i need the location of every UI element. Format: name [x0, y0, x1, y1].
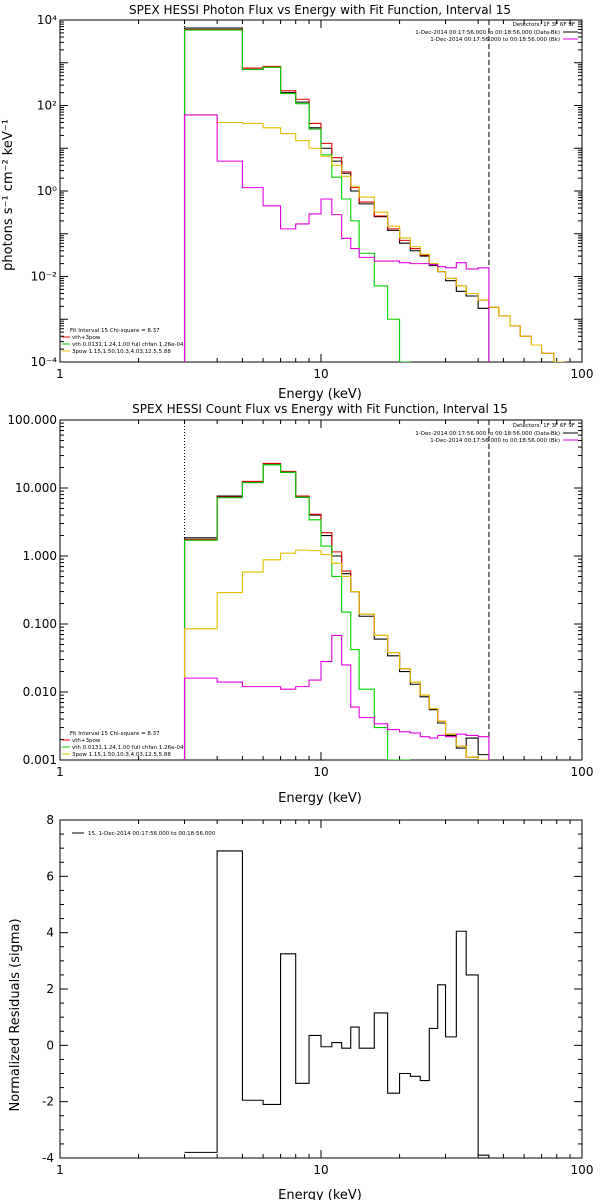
photon-flux-series-2-vth [183, 29, 411, 362]
residuals-legend: 15. 1-Dec-2014 00:17:56.000 to 00:18:56.… [72, 831, 216, 837]
photon-flux-panel: SPEX HESSI Photon Flux vs Energy with Fi… [1, 3, 593, 402]
count-flux-xlabel: Energy (keV) [278, 791, 362, 806]
residuals-ytick-label: -4 [42, 1151, 54, 1165]
residuals-ylabel: Normalized Residuals (sigma) [8, 918, 23, 1111]
count-flux-ytick-label: 1.000 [23, 549, 57, 563]
photon-flux-xtick-label: 1 [56, 367, 64, 381]
residuals-ytick-label: -2 [42, 1095, 54, 1109]
photon-flux-fit-header: Fit Interval 15 Chi-square = 8.37 [70, 328, 160, 334]
count-flux-ytick-label: 10.000 [15, 481, 57, 495]
count-flux-legend-data-label: 1-Dec-2014 00:17:56.000 to 00:18:56.000 … [415, 431, 560, 437]
residuals-xtick-label: 100 [571, 1163, 594, 1177]
count-flux-xtick-label: 1 [56, 765, 64, 779]
photon-flux-xtick-label: 100 [571, 367, 594, 381]
count-flux-ytick-label: 0.010 [23, 685, 57, 699]
count-flux-ytick-label: 100.000 [7, 413, 57, 427]
residuals-xtick-label: 1 [56, 1163, 64, 1177]
count-flux-xtick-label: 100 [571, 765, 594, 779]
photon-flux-legend-bk-label: 1-Dec-2014 00:17:56.000 to 00:18:56.000 … [430, 37, 560, 43]
residuals-ytick-label: 8 [46, 813, 54, 827]
count-flux-ytick-label: 0.001 [23, 753, 57, 767]
residuals-xtick-label: 10 [313, 1163, 328, 1177]
photon-flux-series-3-3pow [183, 114, 565, 362]
photon-flux-xlabel: Energy (keV) [278, 387, 362, 402]
residuals-legend-label: 15. 1-Dec-2014 00:17:56.000 to 00:18:56.… [88, 831, 216, 837]
residuals-xlabel: Energy (keV) [278, 1188, 362, 1200]
count-flux-series-4-1-dec-2014-00-17-56-000- [183, 634, 490, 760]
photon-flux-ytick-label: 10⁻² [31, 270, 58, 284]
count-flux-fit-header: Fit Interval 15 Chi-square = 8.37 [70, 731, 160, 737]
count-flux-legend-upper: Detectors: 1F 3F 6F 9F 1-Dec-2014 00:17:… [415, 423, 578, 444]
residuals-ytick-label: 4 [46, 926, 54, 940]
count-flux-series-3-3pow [183, 549, 489, 760]
photon-flux-legend-upper: Detectors: 1F 3F 6F 9F 1-Dec-2014 00:17:… [415, 22, 578, 43]
residuals-ytick-label: 6 [46, 869, 54, 883]
photon-flux-series-4-1-dec-2014-00-17-56-000- [183, 114, 490, 362]
count-flux-fit-total-label: vth+3pow [72, 738, 101, 744]
count-flux-ytick-label: 0.100 [23, 617, 57, 631]
residuals-ytick-label: 2 [46, 982, 54, 996]
photon-flux-ytick-label: 10² [37, 99, 57, 113]
residuals-plot-area: 1 10 100 -4 -2 0 2 4 6 8 [42, 813, 593, 1177]
count-flux-legend-header: Detectors: 1F 3F 6F 9F [513, 423, 575, 429]
count-flux-fit-vth-label: vth 0.0131,1.24,1.00 full chfan 1.26e-04 [72, 745, 184, 751]
count-flux-fit-3pow-label: 3pow 1.15,1.50,10.3,4.03,12.5,5.88 [72, 752, 171, 758]
photon-flux-ytick-label: 10⁻⁴ [31, 355, 58, 369]
photon-flux-title: SPEX HESSI Photon Flux vs Energy with Fi… [129, 3, 511, 17]
count-flux-panel: SPEX HESSI Count Flux vs Energy with Fit… [7, 402, 593, 806]
photon-flux-fit-total-label: vth+3pow [72, 335, 101, 341]
count-flux-title: SPEX HESSI Count Flux vs Energy with Fit… [132, 402, 508, 416]
photon-flux-ylabel: photons s⁻¹ cm⁻² keV⁻¹ [1, 119, 16, 271]
count-flux-series-2-vth [183, 464, 411, 760]
count-flux-legend-lower: Fit Interval 15 Chi-square = 8.37 vth+3p… [62, 731, 184, 758]
residuals-series-0-15-1-dec-2014-00-17-56-0 [184, 850, 490, 1158]
photon-flux-legend-lower: Fit Interval 15 Chi-square = 8.37 vth+3p… [62, 328, 184, 355]
photon-flux-xtick-label: 10 [313, 367, 328, 381]
count-flux-legend-bk-label: 1-Dec-2014 00:17:56.000 to 00:18:56.000 … [430, 438, 560, 444]
residuals-ytick-label: 0 [46, 1038, 54, 1052]
photon-flux-fit-vth-label: vth 0.0131,1.24,1.00 full chfan 1.26e-04 [72, 342, 184, 348]
residuals-panel: Energy (keV) Normalized Residuals (sigma… [8, 813, 593, 1200]
count-flux-plot-area: 1 10 100 0.001 0.010 0.100 1.000 10.000 100.000 [7, 413, 593, 779]
photon-flux-legend-header: Detectors: 1F 3F 6F 9F [513, 22, 575, 28]
photon-flux-fit-3pow-label: 3pow 1.15,1.50,10.3,4.03,12.5,5.88 [72, 349, 171, 355]
photon-flux-ytick-label: 10⁰ [37, 184, 57, 198]
photon-flux-legend-data-label: 1-Dec-2014 00:17:56.000 to 00:18:56.000 … [415, 30, 560, 36]
photon-flux-ytick-label: 10⁴ [37, 13, 57, 27]
photon-flux-plot-area: 1 10 100 10⁻⁴ 10⁻² 10⁰ 10² 10⁴ [31, 13, 594, 381]
count-flux-xtick-label: 10 [313, 765, 328, 779]
